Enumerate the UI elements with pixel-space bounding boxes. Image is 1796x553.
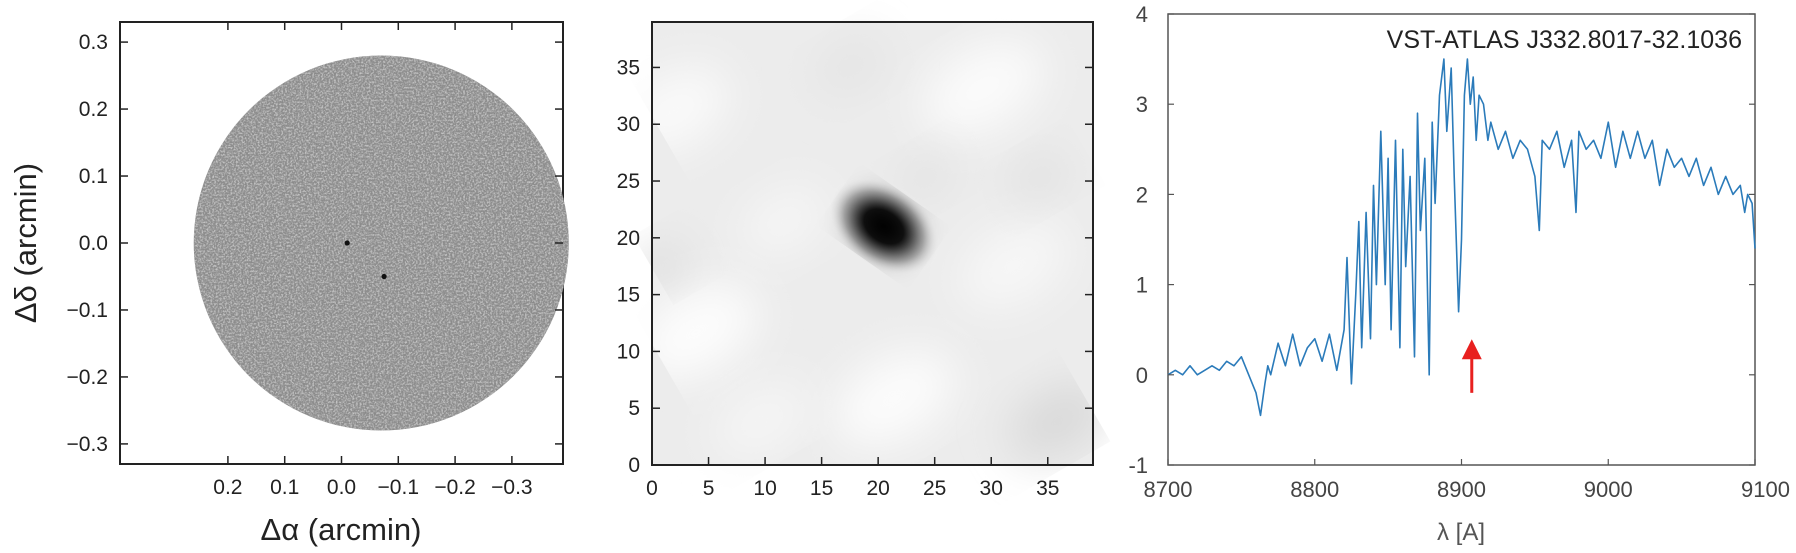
x-tick-label: 15 [810,477,833,500]
y-tick-label: 15 [617,284,640,307]
y-tick-label: 0.0 [79,232,108,255]
y-tick-label: -1 [1128,453,1148,478]
x-tick-label: 0.2 [213,476,242,499]
beam-peak [827,176,941,276]
source-point-1 [344,240,350,246]
x-tick-label: 0.1 [270,476,299,499]
y-tick-label: 0.3 [79,31,108,54]
x-axis-title: Δα (arcmin) [261,512,422,547]
y-tick-label: 25 [617,170,640,193]
x-tick-label: 8900 [1437,477,1486,502]
x-tick-label: 5 [703,477,715,500]
spectrum-series-line [1167,58,1756,417]
x-tick-label: 9100 [1741,477,1790,502]
y-tick-label: 2 [1136,182,1148,207]
x-tick-label: 8700 [1144,477,1193,502]
x-tick-label: 8800 [1290,477,1339,502]
y-tick-label: 30 [617,113,640,136]
y-tick-label: 20 [617,227,640,250]
dirty-map-panel: 0.2 0.1 0.0 −0.1 −0.2 −0.3 0.3 0.2 0.1 0.0 −0.1 −0… [8,21,569,547]
y-axis-title: Δδ (arcmin) [8,163,43,323]
y-tick-label: −0.2 [67,366,108,389]
y-tick-label: 0 [1136,363,1148,388]
beam-image-panel: 0 5 10 15 20 25 30 35 0 5 10 15 20 25 30 35 [617,21,1107,500]
beam-image-border [651,21,1094,466]
x-tick-label: −0.3 [491,476,532,499]
y-tick-label: 3 [1136,92,1148,117]
source-point-2 [381,273,387,280]
x-tick-label: 0 [646,477,658,500]
y-tick-label: 4 [1136,2,1148,27]
x-tick-label: 35 [1036,477,1059,500]
x-tick-label: 20 [866,477,889,500]
spectrum-panel: 8700 8800 8900 9000 9100 4 3 2 1 0 -1 VST-ATLAS J… [1128,2,1790,546]
y-tick-label: 0.2 [79,98,108,121]
x-tick-label: 0.0 [327,476,356,499]
line-marker-arrow [1461,339,1482,393]
x-tick-label: 9000 [1584,477,1633,502]
spectrum-x-axis-title: λ [A] [1437,519,1485,546]
y-tick-label: 0 [628,454,640,477]
beam-sidelobes [619,37,1107,459]
field-of-view-disk [193,55,569,431]
x-tick-label: −0.1 [378,476,419,499]
y-tick-label: −0.3 [67,433,108,456]
x-tick-label: 25 [923,477,946,500]
y-tick-label: 1 [1136,273,1148,298]
y-tick-label: 0.1 [79,165,108,188]
x-tick-label: −0.2 [434,476,475,499]
y-tick-label: 35 [617,56,640,79]
y-tick-label: −0.1 [67,299,108,322]
y-tick-label: 5 [628,397,640,420]
x-tick-label: 10 [753,477,776,500]
x-tick-label: 30 [980,477,1003,500]
y-tick-label: 10 [617,340,640,363]
spectrum-title: VST-ATLAS J332.8017-32.1036 [1387,26,1742,54]
